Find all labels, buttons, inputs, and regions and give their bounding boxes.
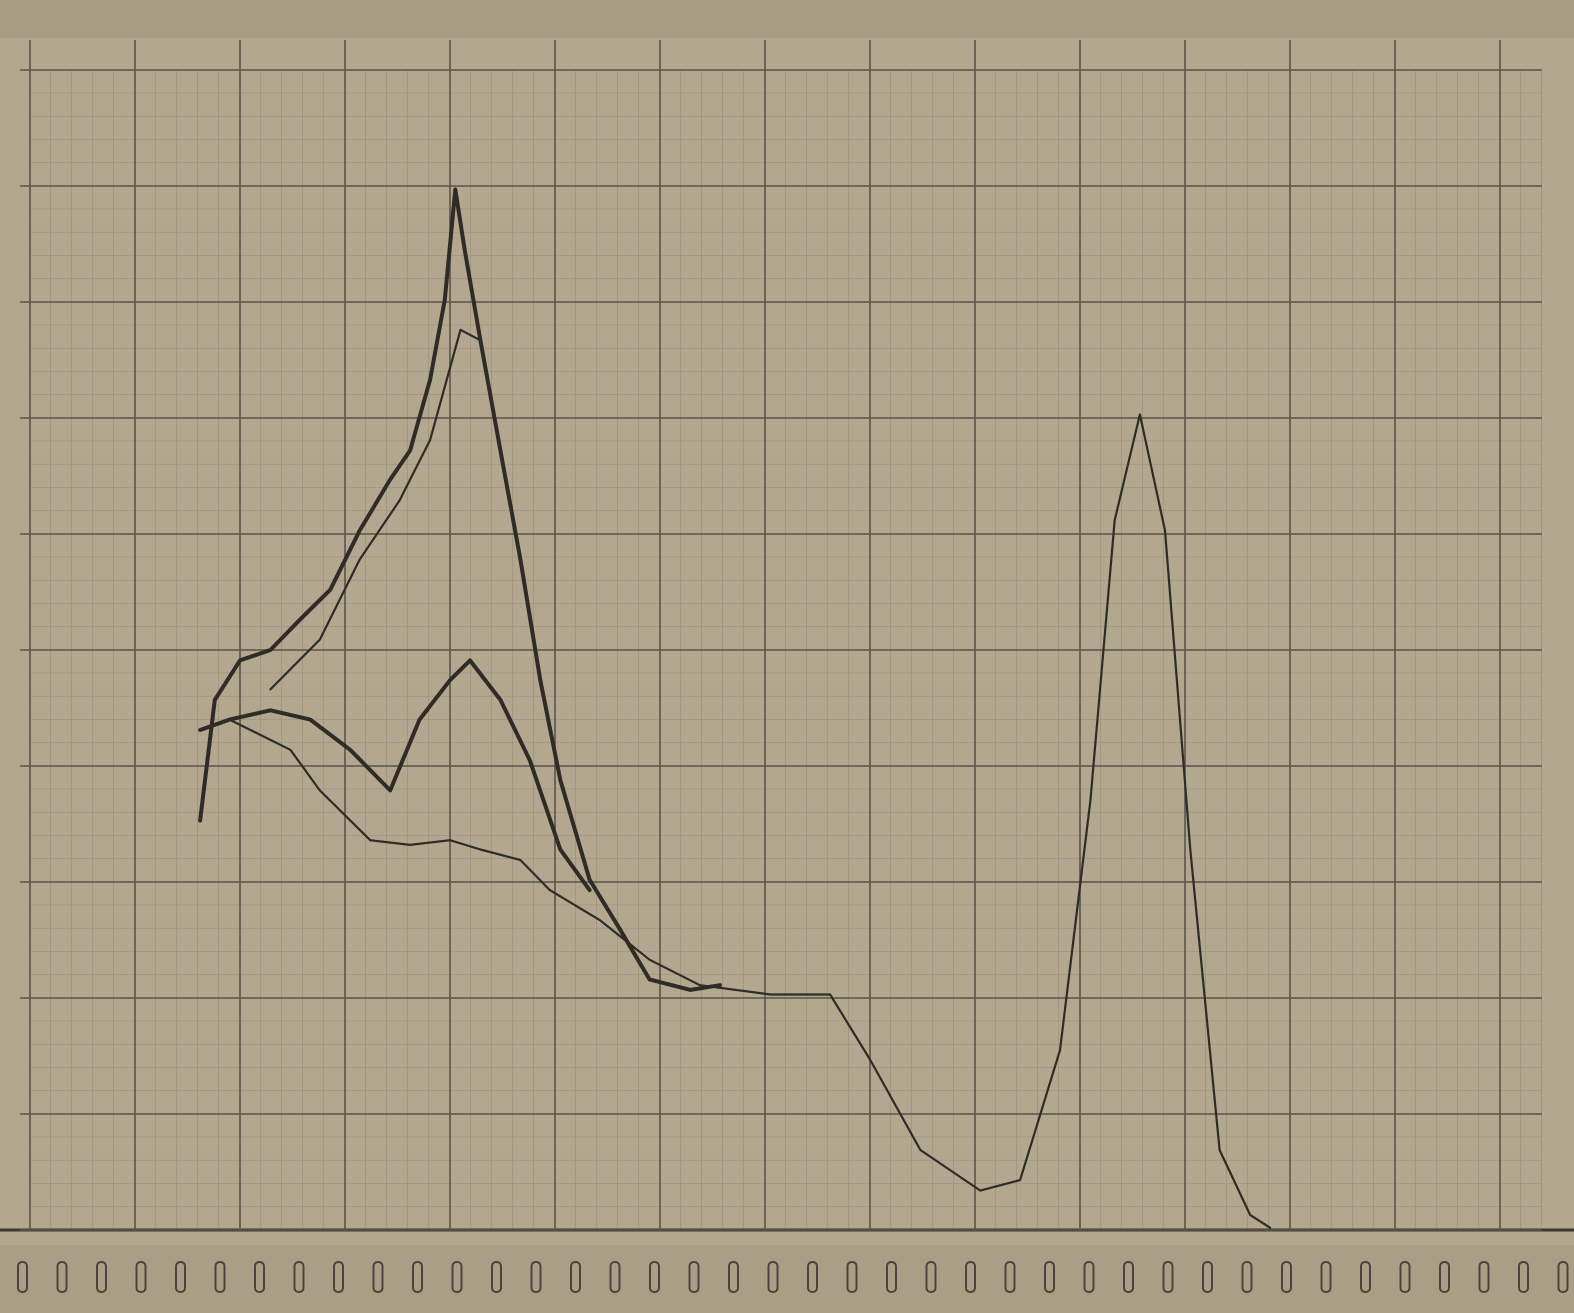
chart (0, 0, 1574, 1313)
top-strip (0, 0, 1574, 38)
page: {"chart_data": {"type": "line", "grid": … (0, 0, 1574, 1313)
sprocket-strip (0, 1245, 1574, 1313)
